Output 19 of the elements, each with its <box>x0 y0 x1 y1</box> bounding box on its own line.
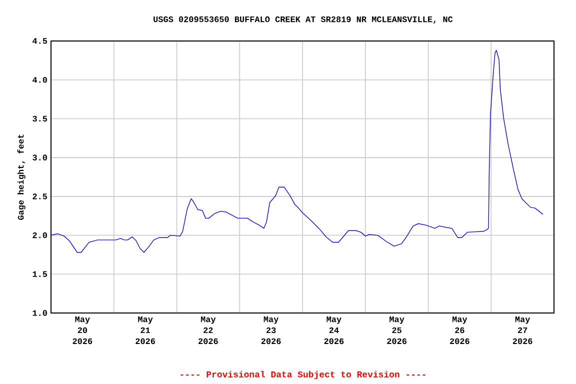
y-axis-title: Gage height, feet <box>17 134 26 220</box>
y-tick-label: 4.0 <box>32 76 47 83</box>
y-tick-label: 3.5 <box>32 116 48 122</box>
x-tick-label: May 26 2026 <box>450 316 470 344</box>
x-tick-label: May 21 2026 <box>136 316 155 344</box>
text: ---- Provisional Data Subject to Revision ---- <box>180 370 426 380</box>
y-tick-label: 2.0 <box>32 232 47 238</box>
x-tick-label: May 23 2026 <box>261 316 281 344</box>
y-tick-label: 2.5 <box>32 194 48 200</box>
x-tick-label: May 27 2026 <box>512 316 532 344</box>
chart-title: USGS 0209553650 BUFFALO CREEK AT SR2819 NR MCLEANSVILLE, NC <box>154 16 453 24</box>
x-tick-label: May 22 2026 <box>198 316 218 344</box>
x-tick-label: May 24 2026 <box>324 316 344 344</box>
y-tick-label: 3.0 <box>32 154 47 160</box>
y-tick-label: 4.5 <box>32 38 48 44</box>
y-tick-label: 1.0 <box>32 310 47 316</box>
y-tick-label: 1.5 <box>32 271 48 277</box>
x-tick-label: May 25 2026 <box>387 316 407 344</box>
x-tick-label: May 20 2026 <box>72 316 92 344</box>
